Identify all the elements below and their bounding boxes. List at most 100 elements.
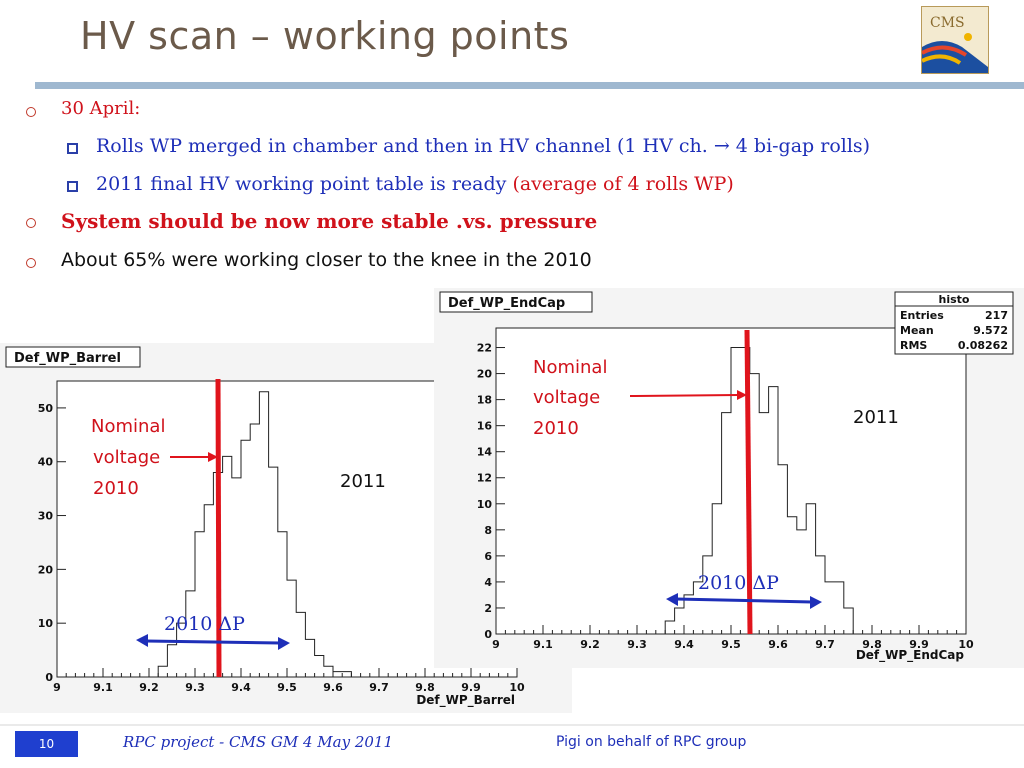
endcap-y-tick-label: 8 [484,524,492,537]
barrel-y-tick-label: 20 [38,563,54,576]
cms-logo: CMS [921,6,989,74]
endcap-nominal-label-1: Nominal [533,357,607,378]
barrel-x-tick-label: 9.8 [415,681,435,694]
stats-mean-label: Mean [900,324,934,337]
stats-rms-label: RMS [900,339,927,352]
bullet-circle-icon [26,258,36,268]
barrel-hist-bin [333,672,342,677]
barrel-y-tick-label: 40 [38,456,54,469]
endcap-x-tick-label: 9.2 [580,638,600,651]
endcap-x-axis-label: Def_WP_EndCap [856,648,965,663]
endcap-hist-bin [844,608,853,634]
barrel-x-tick-label: 9.3 [185,681,205,694]
stats-rms-value: 0.08262 [958,339,1008,352]
endcap-hist-bin [825,582,834,634]
endcap-y-tick-label: 18 [477,394,492,407]
endcap-dp-label: 2010 ΔP [698,572,779,594]
endcap-y-tick-label: 12 [477,472,492,485]
endcap-histogram: Def_WP_EndCap 9 9.1 9.2 9.3 9.4 9.5 9.6 9.7 9.8 9… [439,291,1014,663]
barrel-hist-bin [158,666,167,677]
endcap-nominal-arrow [629,394,739,397]
bullet-rolls-text: Rolls WP merged in chamber and then in H… [96,135,714,157]
barrel-x-tick-label: 9.2 [139,681,159,694]
barrel-2011-wp-line [215,378,222,678]
barrel-y-tick-label: 10 [38,617,54,630]
stats-title: histo [939,293,970,306]
bullet-square-icon [67,143,78,154]
endcap-hist-bin [769,387,778,634]
barrel-x-tick-label: 9.4 [231,681,251,694]
barrel-nominal-label-1: Nominal [91,416,165,437]
endcap-dp-left-arrowhead-icon [666,593,678,606]
barrel-year-label: 2011 [340,471,386,492]
bullet-stability: System should be now more stable .vs. pr… [61,209,598,233]
barrel-hist-bin [342,672,351,677]
footer-author: Pigi on behalf of RPC group [556,734,747,750]
footer-divider [0,724,1024,726]
logo-text: CMS [930,15,965,31]
endcap-nominal-label-3: 2010 [533,418,579,439]
barrel-hist-bin [232,478,241,677]
endcap-x-tick-label: 9.9 [909,638,929,651]
barrel-x-tick-label: 9.7 [369,681,389,694]
barrel-x-tick-label: 9 [53,681,61,694]
barrel-hist-bin [223,456,232,677]
endcap-y-tick-label: 6 [484,550,492,563]
endcap-hist-bin [703,556,712,634]
barrel-y-tick-label: 0 [45,671,53,684]
endcap-hist-title: Def_WP_EndCap [448,296,565,311]
bullet-knee: About 65% were working closer to the kne… [61,249,592,271]
endcap-dp-arrow [675,597,813,604]
endcap-hist-bin [797,530,806,634]
page-number: 10 [15,731,78,757]
barrel-y-tick-label: 50 [38,402,54,415]
endcap-y-tick-label: 14 [477,446,493,459]
barrel-x-tick-label: 9.5 [277,681,297,694]
barrel-hist-bin [250,424,259,677]
endcap-x-tick-label: 9.3 [627,638,647,651]
slide-title: HV scan – working points [80,14,570,58]
endcap-x-tick-label: 9.6 [768,638,788,651]
barrel-dp-arrow [145,639,281,645]
barrel-x-tick-label: 9.9 [461,681,481,694]
barrel-x-tick-label: 10 [509,681,525,694]
barrel-y-tick-label: 30 [38,510,54,523]
endcap-nominal-label-2: voltage [533,387,600,408]
endcap-hist-bin [778,465,787,634]
endcap-hist-bin [712,504,721,634]
endcap-y-tick-label: 16 [477,420,493,433]
barrel-x-tick-label: 9.6 [323,681,343,694]
barrel-dp-left-arrowhead-icon [136,634,148,647]
endcap-y-tick-label: 10 [477,498,493,511]
endcap-x-tick-label: 9.1 [533,638,553,651]
stats-entries-value: 217 [985,309,1008,322]
bullet-final-red: (average of 4 rolls WP) [512,173,734,195]
barrel-hist-bin [278,532,287,677]
bullet-final-table: 2011 final HV working point table is rea… [96,173,734,195]
barrel-hist-title: Def_WP_Barrel [14,351,121,366]
endcap-x-tick-label: 9.4 [674,638,694,651]
bullet-rolls-end: 4 bi-gap rolls) [729,135,871,157]
barrel-hist-bin [269,467,278,677]
endcap-hist-bin [806,504,815,634]
endcap-hist-bin [665,621,674,634]
bullet-date: 30 April: [61,98,141,119]
stats-entries-label: Entries [900,309,944,322]
barrel-nominal-label-2: voltage [93,447,160,468]
barrel-hist-bin [259,392,268,677]
bullet-circle-icon [26,218,36,228]
endcap-x-tick-label: 9 [492,638,500,651]
barrel-hist-bin [167,645,176,677]
bullet-final-text: 2011 final HV working point table is rea… [96,173,513,195]
stats-mean-value: 9.572 [973,324,1008,337]
endcap-hist-bin [834,582,843,634]
endcap-hist-bin [816,556,825,634]
barrel-nominal-label-3: 2010 [93,478,139,499]
endcap-y-tick-label: 22 [477,342,492,355]
barrel-nominal-arrowhead-icon [208,452,218,462]
endcap-y-tick-label: 20 [477,368,493,381]
arrow-right-icon: → [713,135,730,157]
barrel-hist-bin [204,505,213,677]
footer-project: RPC project - CMS GM 4 May 2011 [123,733,394,751]
barrel-hist-bin [296,612,305,677]
